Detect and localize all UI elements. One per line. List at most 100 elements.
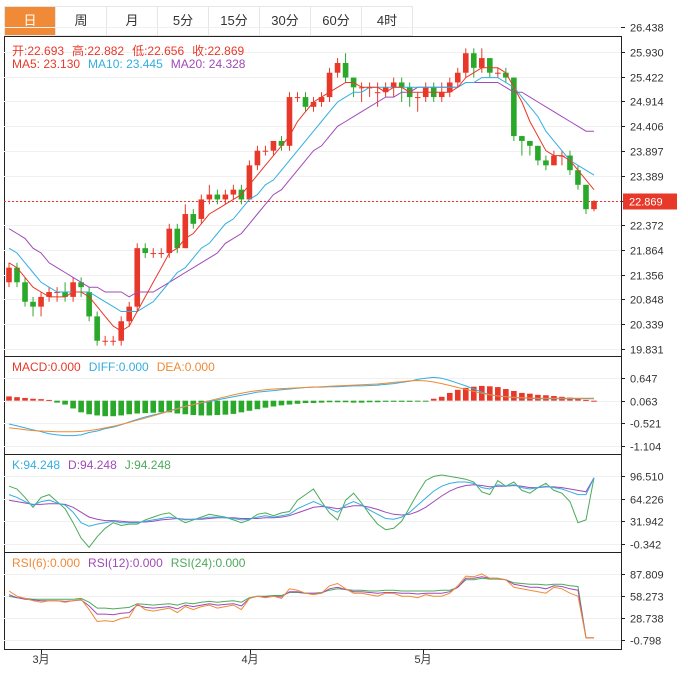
chart-frame [4,36,622,650]
candle-body [374,92,381,94]
macd-bar [46,399,52,401]
macd-bar [238,400,245,413]
price-tick-label-12: 20.339 [630,320,664,332]
tab-5[interactable]: 30分 [260,7,311,35]
macd-bar [575,398,581,401]
tab-2[interactable]: 月 [107,7,158,35]
macd-bar [206,400,213,416]
macd-bar [158,400,165,413]
k-line [8,477,595,527]
macd-bar [350,400,357,403]
macd-bar [38,399,44,401]
candle-body [230,189,237,195]
candle-body [479,58,485,68]
kdj-tick-label-3: -0.342 [630,540,661,552]
legend-macd: MACD:0.000 [12,360,81,374]
legend-close: 收:22.869 [192,44,245,58]
candle-body [94,316,100,341]
macd-bar [326,400,333,403]
rsi-tick-label-1: 58.273 [630,592,664,604]
candle-body [390,82,397,88]
macd-bar [254,400,261,410]
tab-3[interactable]: 5分 [158,7,209,35]
legend-j: J:94.248 [124,458,171,472]
candle-body [30,301,36,307]
price-tick-label-0: 26.438 [630,23,664,35]
candle-body [270,140,277,151]
ohlc-legend: 开:22.693 高:22.882 低:22.656 收:22.869 [12,42,252,59]
macd-bar [142,400,149,414]
macd-bar [535,394,541,401]
macd-tick-label-0: 0.647 [630,374,658,386]
macd-bar [519,392,525,401]
candle-body [382,87,389,93]
macd-bar [334,400,341,403]
candle-body [535,145,541,161]
legend-low: 低:22.656 [132,44,185,58]
last-price-label: 22.869 [629,197,663,209]
tab-4[interactable]: 15分 [209,7,260,35]
macd-tick-label-2: -0.521 [630,419,661,431]
candle-body [262,150,269,152]
candle-body [454,72,461,83]
macd-bar [406,400,413,402]
candle-body [511,77,517,137]
tab-0[interactable]: 日 [5,7,56,35]
tab-1[interactable]: 周 [56,7,107,35]
macd-bar [262,400,269,408]
candle-body [78,282,84,288]
rsi24-line [8,577,594,639]
kdj-tick-label-0: 96.510 [630,472,664,484]
macd-bar [591,400,597,402]
candle-body [38,296,44,307]
macd-bar [62,400,68,405]
legend-rsi6: RSI(6):0.000 [12,556,81,570]
macd-bar [182,400,189,415]
macd-bar [398,400,405,402]
candle-body [206,194,213,200]
legend-rsi12: RSI(12):0.000 [88,556,163,570]
macd-bar [318,400,325,403]
candle-body [470,53,477,68]
candle-body [462,53,469,73]
candle-body [294,97,301,99]
legend-ma5: MA5: 23.130 [12,57,81,71]
candle-body [54,292,60,294]
candle-body [487,58,493,73]
macd-bar [342,400,349,403]
ma20-line [8,82,594,298]
candle-body [134,248,141,307]
macd-bar [78,400,84,413]
macd-bar [454,389,461,401]
candle-body [190,214,197,224]
dea-line [8,379,594,433]
candle-body [182,214,189,249]
price-tick-label-5: 23.897 [630,147,664,159]
macd-bar [150,400,157,413]
macd-bar [30,398,36,401]
candle-body [567,155,573,171]
tab-6[interactable]: 60分 [311,7,362,35]
candle-body [495,72,501,74]
period-tabs: 日周月 5分 15分 30分 60分 4时 [4,6,413,36]
candle-body [126,306,133,322]
macd-bar [527,393,533,401]
legend-d: D:94.248 [68,458,117,472]
candle-body [102,340,108,342]
macd-bar [414,400,421,402]
price-tick-label-8: 22.372 [630,221,664,233]
price-tick-label-2: 25.422 [630,73,664,85]
legend-rsi24: RSI(24):0.000 [170,556,246,570]
candle-body [254,150,261,166]
macd-bar [310,400,317,404]
candle-body [326,72,333,98]
rsi-legend: RSI(6):0.000 RSI(12):0.000 RSI(24):0.000 [12,556,253,570]
tab-7[interactable]: 4时 [362,7,413,35]
j-line [8,474,595,549]
candle-body [278,140,285,146]
rsi-tick-label-3: -0.798 [630,636,661,648]
kdj-tick-label-2: 31.942 [630,517,664,529]
macd-bar [198,400,205,416]
candle-body [519,136,525,141]
candle-body [70,282,76,297]
